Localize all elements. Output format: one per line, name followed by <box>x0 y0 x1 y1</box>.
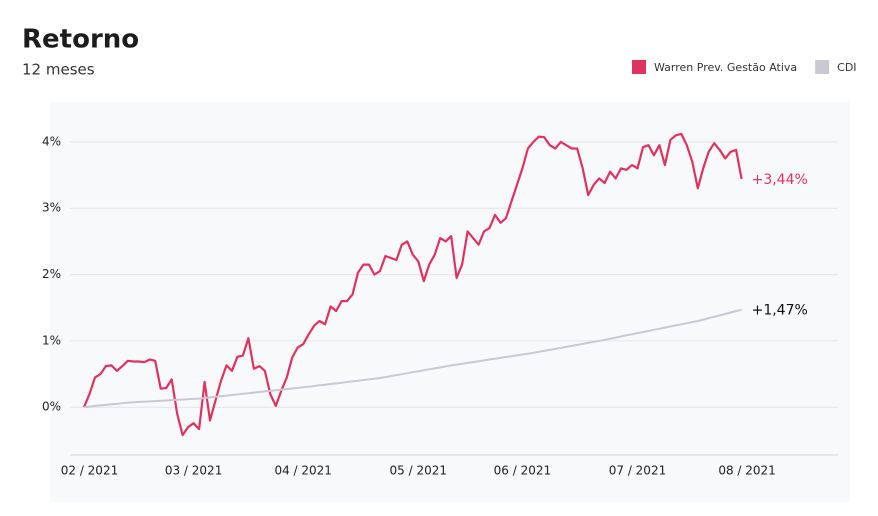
y-tick-label: 2% <box>42 267 61 281</box>
end-label: +3,44% <box>752 172 808 188</box>
x-tick-label: 07 / 2021 <box>609 464 666 478</box>
x-tick-label: 08 / 2021 <box>718 464 775 478</box>
x-tick-label: 04 / 2021 <box>274 464 331 478</box>
legend-label: CDI <box>837 61 856 74</box>
y-tick-label: 3% <box>42 201 61 215</box>
x-tick-label: 05 / 2021 <box>390 464 447 478</box>
chart-title: Retorno <box>22 25 139 55</box>
y-tick-label: 1% <box>42 333 61 347</box>
y-tick-label: 4% <box>42 134 61 148</box>
x-tick-label: 02 / 2021 <box>61 464 118 478</box>
y-tick-label: 0% <box>42 400 61 414</box>
legend-label: Warren Prev. Gestão Ativa <box>654 61 797 74</box>
series-line <box>83 308 742 409</box>
chart-subtitle: 12 meses <box>22 61 95 79</box>
x-tick-label: 03 / 2021 <box>165 464 222 478</box>
legend-swatch <box>632 60 646 74</box>
plot-background <box>50 102 850 502</box>
x-tick-label: 06 / 2021 <box>494 464 551 478</box>
legend-swatch <box>815 60 830 74</box>
end-label: +1,47% <box>752 303 808 319</box>
series-line <box>82 132 743 437</box>
